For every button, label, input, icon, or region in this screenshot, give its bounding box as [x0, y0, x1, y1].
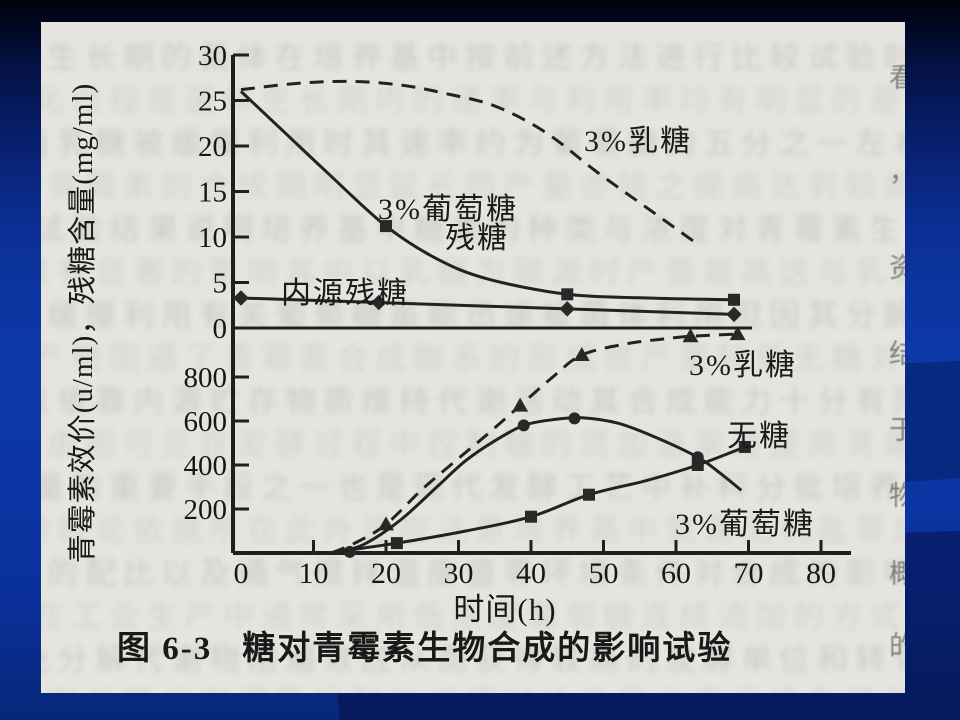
label-glucose-residual-2: 残糖 — [445, 222, 509, 255]
x-tick-label: 50 — [589, 557, 619, 590]
label-glucose-residual: 3%葡萄糖 — [378, 193, 518, 226]
y-tick-label: 25 — [198, 86, 227, 118]
label-endogenous: 内源残糖 — [281, 277, 409, 310]
y-tick-label: 400 — [184, 450, 228, 482]
y-tick-label: 0 — [213, 313, 228, 345]
y-tick-label: 10 — [198, 222, 227, 254]
y-tick-label: 800 — [184, 362, 228, 394]
figure-caption: 图 6-3 糖对青霉素生物合成的影响试验 — [117, 621, 732, 669]
label-glucose-titer: 3%葡萄糖 — [675, 508, 815, 541]
label-lactose-residual: 3%乳糖 — [584, 125, 692, 158]
y-tick-label: 15 — [198, 177, 227, 209]
scanned-figure-paper: 生长期的菌体在培养基中按前述方法进行比较试验时可见 化过程是菌体生长期内的速率与利… — [41, 22, 905, 693]
label-lactose-titer: 3%乳糖 — [689, 349, 797, 382]
label-nosugar-titer: 无糖 — [727, 420, 791, 453]
x-tick-label: 70 — [734, 557, 764, 590]
y-tick-label: 200 — [184, 494, 228, 526]
figure-number: 图 6-3 — [117, 631, 213, 667]
figure-caption-text: 糖对青霉素生物合成的影响试验 — [242, 631, 733, 667]
x-tick-label: 80 — [806, 557, 836, 590]
y-tick-label: 30 — [198, 40, 227, 72]
y-tick-label: 20 — [198, 131, 227, 163]
x-tick-label: 20 — [371, 557, 401, 590]
y-tick-label: 600 — [184, 406, 228, 438]
x-tick-label: 60 — [661, 557, 691, 590]
x-tick-label: 10 — [299, 557, 329, 590]
x-tick-label: 0 — [234, 557, 249, 590]
y-tick-label: 5 — [213, 268, 228, 300]
y-axis-label: 青霉素效价(u/ml)，残糖含量(mg/ml) — [67, 82, 99, 564]
